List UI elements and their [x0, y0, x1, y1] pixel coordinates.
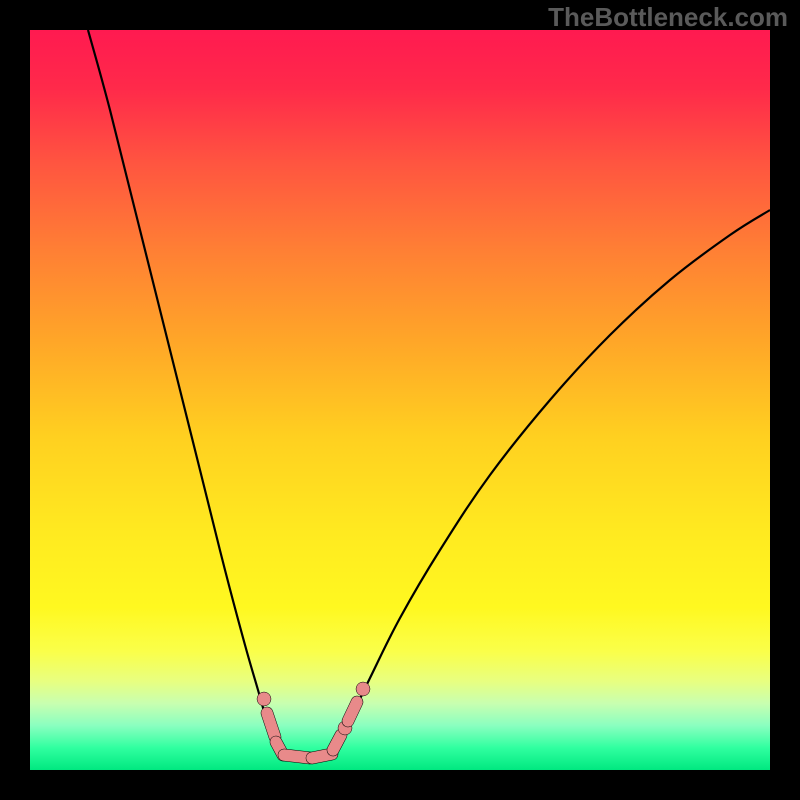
marker-dot	[257, 692, 271, 706]
curve-left-branch	[88, 30, 280, 757]
markers-group	[257, 682, 370, 765]
marker-dot	[356, 682, 370, 696]
curve-right-branch	[330, 210, 770, 757]
chart-curves	[30, 30, 770, 770]
watermark-text: TheBottleneck.com	[548, 2, 788, 33]
marker-capsule	[340, 694, 365, 729]
